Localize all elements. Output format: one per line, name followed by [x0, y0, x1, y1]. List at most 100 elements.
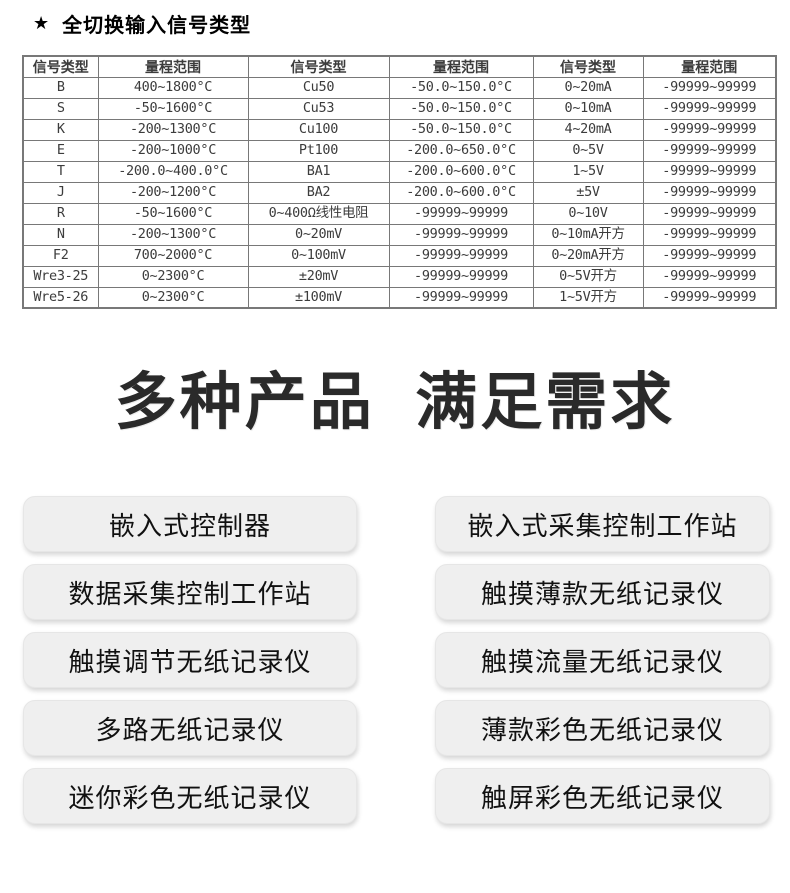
table-cell: S [22, 97, 99, 120]
table-cell: 0~400Ω线性电阻 [247, 202, 390, 225]
table-row: E -200~1000°C Pt100 -200.0~650.0°C 0~5V -9999… [22, 139, 777, 162]
table-cell: ±20mV [247, 265, 390, 288]
table-cell: 0~20mV [247, 223, 390, 246]
table-cell: 0~5V [532, 139, 644, 162]
table-cell: -99999~99999 [388, 265, 534, 288]
table-row: Wre3-25 0~2300°C ±20mV -99999~99999 0~5V开方 -9… [22, 265, 777, 288]
table-cell: BA2 [247, 181, 390, 204]
table-row: N -200~1300°C 0~20mV -99999~99999 0~10mA开方 -9… [22, 223, 777, 246]
table-cell: 0~10V [532, 202, 644, 225]
table-cell: -200~1200°C [97, 181, 249, 204]
table-row: B 400~1800°C Cu50 -50.0~150.0°C 0~20mA -99999… [22, 76, 777, 99]
section-title: ★ 全切换输入信号类型 [33, 9, 790, 38]
table-cell: 0~2300°C [97, 265, 249, 288]
table-row: S -50~1600°C Cu53 -50.0~150.0°C 0~10mA -99999… [22, 97, 777, 120]
table-cell: -200.0~600.0°C [388, 160, 534, 183]
table-cell: T [22, 160, 99, 183]
table-cell: -99999~99999 [642, 202, 777, 225]
table-cell: J [22, 181, 99, 204]
table-cell: -99999~99999 [642, 76, 777, 99]
table-cell: -99999~99999 [642, 286, 777, 309]
table-cell: Cu100 [247, 118, 390, 141]
table-row: F2 700~2000°C 0~100mV -99999~99999 0~20mA开方 -… [22, 244, 777, 267]
product-button-right-1[interactable]: 触摸薄款无纸记录仪 [435, 564, 770, 620]
table-body: B 400~1800°C Cu50 -50.0~150.0°C 0~20mA -99999… [22, 76, 777, 309]
table-cell: N [22, 223, 99, 246]
table-cell: 0~100mV [247, 244, 390, 267]
table-cell: F2 [22, 244, 99, 267]
table-cell: B [22, 76, 99, 99]
table-column-header: 信号类型 [532, 55, 644, 78]
table-cell: Wre3-25 [22, 265, 99, 288]
product-button-right-2[interactable]: 触摸流量无纸记录仪 [435, 632, 770, 688]
table-row: J -200~1200°C BA2 -200.0~600.0°C ±5V -99999~9… [22, 181, 777, 204]
table-cell: -99999~99999 [642, 118, 777, 141]
table-cell: -50~1600°C [97, 97, 249, 120]
table-cell: 0~20mA [532, 76, 644, 99]
table-cell: R [22, 202, 99, 225]
product-button-left-1[interactable]: 数据采集控制工作站 [23, 564, 357, 620]
table-cell: 0~10mA [532, 97, 644, 120]
table-cell: 0~10mA开方 [532, 223, 644, 246]
table-cell: 0~20mA开方 [532, 244, 644, 267]
table-cell: ±5V [532, 181, 644, 204]
table-cell: -99999~99999 [642, 223, 777, 246]
table-row: K -200~1300°C Cu100 -50.0~150.0°C 4~20mA -999… [22, 118, 777, 141]
table-header-row: 信号类型 量程范围 信号类型 量程范围 信号类型 量程范围 [22, 55, 777, 78]
product-button-left-0[interactable]: 嵌入式控制器 [23, 496, 357, 552]
table-cell: ±100mV [247, 286, 390, 309]
table-column-header: 量程范围 [97, 55, 249, 78]
table-cell: Pt100 [247, 139, 390, 162]
table-cell: -99999~99999 [642, 181, 777, 204]
product-button-right-3[interactable]: 薄款彩色无纸记录仪 [435, 700, 770, 756]
table-cell: -200~1300°C [97, 118, 249, 141]
table-cell: -99999~99999 [388, 244, 534, 267]
banner-title: 多种产品 满足需求 [114, 368, 676, 437]
table-cell: -99999~99999 [642, 139, 777, 162]
table-cell: -200~1000°C [97, 139, 249, 162]
table-row: T -200.0~400.0°C BA1 -200.0~600.0°C 1~5V -999… [22, 160, 777, 183]
table-cell: 4~20mA [532, 118, 644, 141]
table-cell: -200.0~600.0°C [388, 181, 534, 204]
table-cell: 0~5V开方 [532, 265, 644, 288]
table-cell: -200.0~650.0°C [388, 139, 534, 162]
page: ★ 全切换输入信号类型 信号类型 量程范围 信号类型 量程范围 信号类型 量程范围 B 40… [0, 9, 790, 824]
table-cell: -99999~99999 [642, 97, 777, 120]
table-cell: E [22, 139, 99, 162]
table-cell: -50.0~150.0°C [388, 118, 534, 141]
table-cell: Cu50 [247, 76, 390, 99]
table-cell: -50.0~150.0°C [388, 97, 534, 120]
product-button-left-4[interactable]: 迷你彩色无纸记录仪 [23, 768, 357, 824]
table-cell: 400~1800°C [97, 76, 249, 99]
table-cell: -99999~99999 [388, 202, 534, 225]
table-cell: -99999~99999 [642, 265, 777, 288]
table-row: R -50~1600°C 0~400Ω线性电阻 -99999~99999 0~10V -9… [22, 202, 777, 225]
table-column-header: 信号类型 [247, 55, 390, 78]
table-cell: -99999~99999 [388, 286, 534, 309]
table-cell: -200~1300°C [97, 223, 249, 246]
table-cell: Cu53 [247, 97, 390, 120]
product-button-right-4[interactable]: 触屏彩色无纸记录仪 [435, 768, 770, 824]
table-cell: 1~5V开方 [532, 286, 644, 309]
table-cell: -99999~99999 [642, 160, 777, 183]
product-button-left-2[interactable]: 触摸调节无纸记录仪 [23, 632, 357, 688]
table-cell: -99999~99999 [388, 223, 534, 246]
product-button-left-3[interactable]: 多路无纸记录仪 [23, 700, 357, 756]
table-cell: 1~5V [532, 160, 644, 183]
signal-type-table: 信号类型 量程范围 信号类型 量程范围 信号类型 量程范围 B 400~1800°C Cu50… [22, 55, 777, 309]
star-icon: ★ [33, 13, 50, 33]
section-title-text: 全切换输入信号类型 [62, 15, 252, 37]
table-row: Wre5-26 0~2300°C ±100mV -99999~99999 1~5V开方 -… [22, 286, 777, 309]
table-column-header: 量程范围 [388, 55, 534, 78]
table-cell: 700~2000°C [97, 244, 249, 267]
table-column-header: 信号类型 [22, 55, 99, 78]
product-grid: 嵌入式控制器 嵌入式采集控制工作站数据采集控制工作站 触摸薄款无纸记录仪触摸调节无纸… [23, 496, 770, 824]
product-button-right-0[interactable]: 嵌入式采集控制工作站 [435, 496, 770, 552]
table-cell: Wre5-26 [22, 286, 99, 309]
table-column-header: 量程范围 [642, 55, 777, 78]
table-cell: -50~1600°C [97, 202, 249, 225]
table-cell: -200.0~400.0°C [97, 160, 249, 183]
table-cell: -99999~99999 [642, 244, 777, 267]
table-cell: BA1 [247, 160, 390, 183]
table-cell: -50.0~150.0°C [388, 76, 534, 99]
